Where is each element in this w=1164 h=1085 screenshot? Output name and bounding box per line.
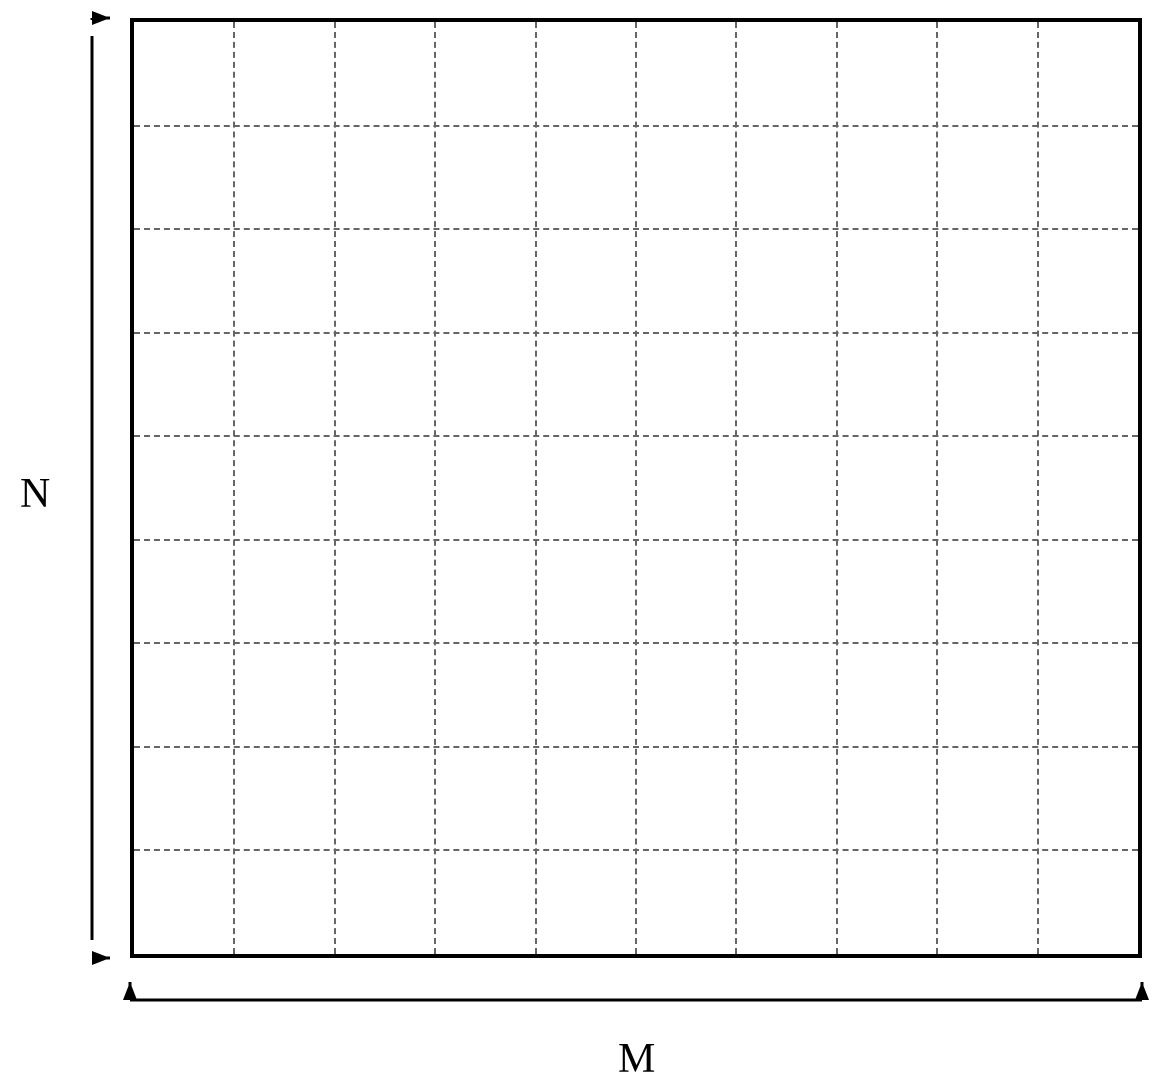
grid-vline xyxy=(233,22,235,954)
grid-vline xyxy=(635,22,637,954)
diagram-canvas: N M xyxy=(0,0,1164,1085)
grid-hline xyxy=(134,332,1138,334)
grid-hline xyxy=(134,228,1138,230)
grid-vline xyxy=(434,22,436,954)
grid-vline xyxy=(334,22,336,954)
grid-hline xyxy=(134,642,1138,644)
grid-hline xyxy=(134,746,1138,748)
grid-hline xyxy=(134,435,1138,437)
label-n: N xyxy=(20,470,50,518)
grid-hline xyxy=(134,125,1138,127)
grid-hline xyxy=(134,539,1138,541)
grid-hline xyxy=(134,849,1138,851)
grid-vline xyxy=(936,22,938,954)
grid-vline xyxy=(1037,22,1039,954)
grid-vline xyxy=(735,22,737,954)
grid-vline xyxy=(836,22,838,954)
grid-vline xyxy=(535,22,537,954)
label-m: M xyxy=(618,1035,655,1083)
